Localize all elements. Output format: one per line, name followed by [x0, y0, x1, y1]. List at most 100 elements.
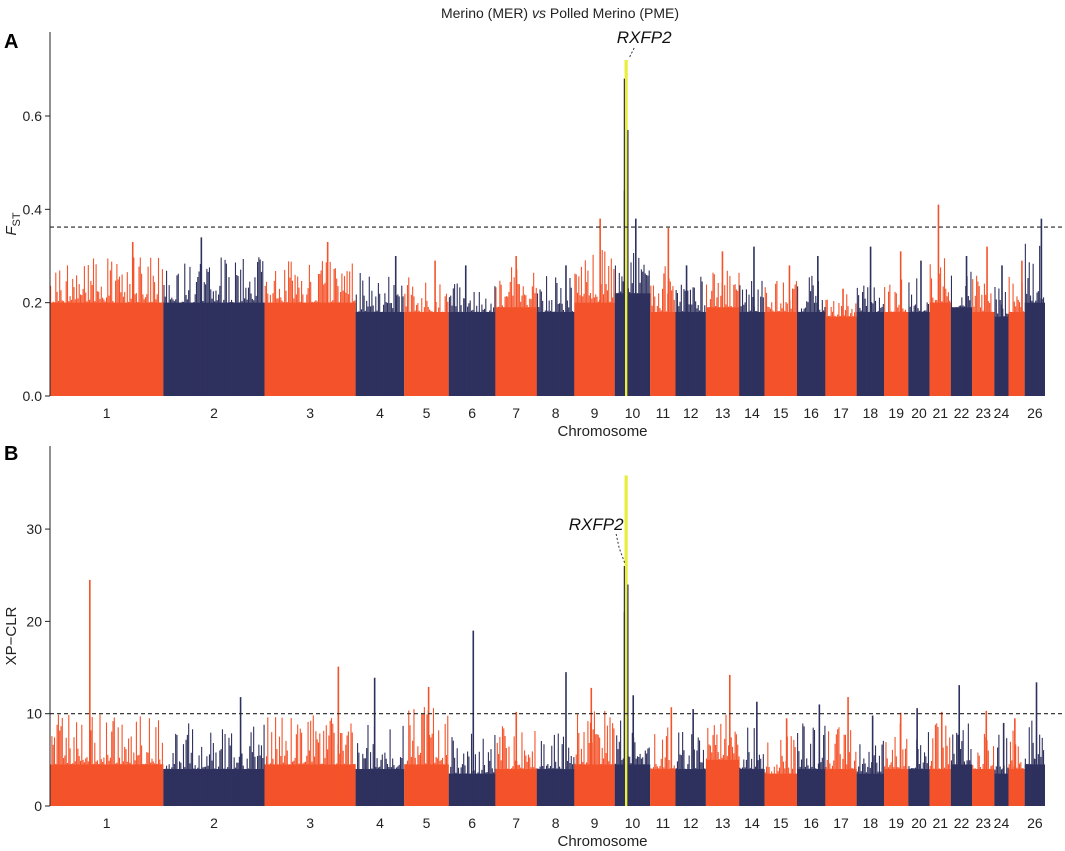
x-tick-label-a: 7	[512, 405, 520, 421]
panel-letter-a: A	[4, 31, 18, 53]
chromosome-15-signals-a	[764, 280, 797, 396]
chromosome-18-signals-b	[856, 740, 884, 806]
chromosome-26-bars-b	[1024, 682, 1045, 806]
chromosome-11-signals-a	[650, 266, 675, 396]
x-tick-label-a: 6	[468, 405, 476, 421]
x-tick-label-b: 20	[911, 815, 927, 831]
chromosome-23-signals-a	[972, 275, 995, 396]
chromosome-13-bars-b	[705, 674, 740, 806]
chromosome-20-signals-a	[908, 278, 929, 396]
x-tick-label-b: 1	[103, 815, 111, 831]
chromosome-4-signals-a	[355, 272, 404, 396]
chromosome-20-bars-a	[908, 260, 930, 396]
x-tick-label-b: 26	[1027, 815, 1043, 831]
x-tick-label-b: 4	[376, 815, 384, 831]
rxfp2-leader-a	[628, 47, 635, 59]
y-axis-b: 0 10 20 30 XP−CLR	[3, 446, 51, 814]
x-tick-label-b: 18	[863, 815, 879, 831]
x-tick-label-b: 15	[773, 815, 789, 831]
x-tick-label-a: 5	[423, 405, 431, 421]
chromosome-2-bars-b	[163, 697, 265, 806]
x-tick-label-b: 3	[306, 815, 314, 831]
y-tick-label-a: 0.2	[23, 295, 43, 311]
y-tick-label-b: 0	[34, 798, 42, 814]
x-tick-label-b: 19	[888, 815, 904, 831]
chromosome-14-bars-a	[739, 246, 765, 396]
x-tick-label-a: 22	[954, 405, 970, 421]
chromosome-25-bars-a	[1008, 260, 1025, 396]
x-tick-label-b: 22	[954, 815, 970, 831]
chromosome-18-bars-b	[856, 715, 885, 806]
x-tick-label-a: 14	[744, 405, 760, 421]
chromosome-22-bars-a	[950, 256, 973, 396]
panel-letter-b: B	[4, 443, 18, 465]
x-tick-label-b: 5	[423, 815, 431, 831]
chromosome-15-bars-b	[764, 718, 798, 806]
chromosome-15-bars-a	[764, 265, 798, 396]
chromosome-19-bars-a	[884, 251, 909, 396]
chromosome-8-signals-b	[536, 733, 575, 806]
chromosome-19-bars-b	[884, 712, 909, 806]
chromosome-26-signals-b	[1024, 720, 1045, 806]
x-tick-label-a: 13	[715, 405, 731, 421]
y-tick-label-b: 10	[26, 706, 42, 722]
y-axis-a: 0.0 0.2 0.4 0.6 FST	[3, 32, 51, 404]
x-tick-label-b: 10	[625, 815, 641, 831]
chromosome-20-bars-b	[908, 708, 930, 806]
chromosome-7-bars-a	[495, 256, 537, 396]
chromosome-16-bars-b	[797, 704, 826, 806]
chromosome-13-signals-a	[705, 270, 740, 396]
chromosome-23-signals-b	[972, 733, 995, 806]
x-tick-label-a: 11	[656, 405, 671, 421]
chromosome-3-signals-b	[264, 715, 356, 806]
x-tick-label-a: 15	[773, 405, 789, 421]
y-tick-label-b: 30	[26, 521, 42, 537]
x-tick-label-b: 17	[833, 815, 849, 831]
chromosome-6-bars-a	[448, 265, 496, 396]
rxfp2-label-a: RXFP2	[617, 28, 672, 47]
chromosome-1-bars-b	[50, 579, 164, 806]
y-tick-label-a: 0.0	[23, 388, 43, 404]
x-tick-label-a: 19	[888, 405, 904, 421]
x-tick-label-a: 24	[994, 405, 1010, 421]
chromosome-10-bars-b	[614, 695, 651, 806]
rxfp2-annotation-b: RXFP2	[569, 515, 626, 565]
y-axis-title-a: FST	[3, 212, 23, 236]
chromosome-10-signals-a	[614, 253, 650, 396]
x-axis-b: 1 2 3 4 5 6 7 8 9 10 11 12 13 14 15 16 17 18 19 20 21 22 23 24 2…	[103, 815, 1043, 850]
x-tick-label-b: 12	[683, 815, 699, 831]
chromosome-10-bars-a	[614, 218, 651, 396]
chromosome-11-bars-b	[650, 707, 676, 806]
chromosome-5-signals-a	[404, 277, 449, 396]
chromosome-26-signals-a	[1024, 243, 1045, 396]
x-tick-label-b: 23	[975, 815, 991, 831]
x-tick-label-a: 3	[306, 405, 314, 421]
x-tick-label-b: 9	[591, 815, 599, 831]
chromosome-21-signals-b	[929, 723, 951, 806]
x-tick-label-b: 24	[994, 815, 1010, 831]
chromosome-5-bars-a	[404, 260, 449, 396]
x-tick-label-a: 16	[803, 405, 819, 421]
chromosome-14-signals-b	[739, 727, 764, 806]
chromosome-3-signals-a	[264, 261, 356, 396]
x-tick-label-b: 14	[744, 815, 760, 831]
x-tick-label-b: 8	[552, 815, 560, 831]
x-tick-label-b: 2	[210, 815, 218, 831]
y-tick-label-a: 0.4	[23, 201, 43, 217]
x-tick-label-a: 23	[975, 405, 991, 421]
x-tick-label-a: 12	[683, 405, 699, 421]
chromosome-12-signals-b	[675, 731, 706, 806]
x-axis-a: 1 2 3 4 5 6 7 8 9 10 11 12 13 14 15 16 17 18 19 20 21 22 23 24 2…	[103, 405, 1043, 440]
chromosome-2-signals-a	[163, 257, 265, 396]
chromosome-14-bars-b	[739, 701, 765, 806]
chromosome-6-signals-b	[448, 733, 496, 806]
chromosome-4-bars-a	[355, 256, 405, 396]
x-axis-title-b: Chromosome	[558, 833, 648, 850]
chromosome-24-bars-a	[994, 265, 1009, 396]
y-axis-title-sub: ST	[11, 212, 23, 226]
y-tick-label-a: 0.6	[23, 108, 43, 124]
chromosome-12-signals-a	[675, 276, 706, 396]
chromosome-20-signals-b	[908, 732, 929, 806]
rxfp2-highlight-b	[623, 475, 629, 806]
